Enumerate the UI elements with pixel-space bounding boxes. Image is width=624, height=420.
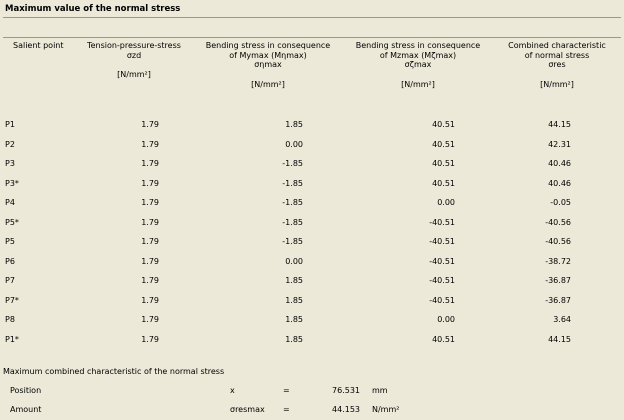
cell-salient-point: P1 <box>5 120 15 129</box>
cell-combined: 42.31 <box>548 139 571 149</box>
cell-salient-point: P1* <box>5 334 19 344</box>
amount-value: 44.153 <box>332 405 360 414</box>
header-bending-z: Bending stress in consequence of Mzmax (M… <box>355 41 481 89</box>
cell-tension-pressure: 1.79 <box>141 217 159 227</box>
cell-combined: 44.15 <box>548 334 571 344</box>
cell-combined: 40.46 <box>548 159 571 168</box>
table-row: P7 1.79 1.85 -40.51 -36.87 <box>3 271 621 291</box>
cell-bending-z: 40.51 <box>432 334 455 344</box>
position-label: Position <box>10 386 42 395</box>
cell-salient-point: P4 <box>5 198 15 207</box>
cell-bending-z: -40.51 <box>429 295 455 305</box>
table-row: P4 1.79 -1.85 0.00 -0.05 <box>3 193 621 213</box>
cell-bending-y: -1.85 <box>282 178 303 188</box>
table-top-divider <box>3 37 621 38</box>
cell-bending-z: 40.51 <box>432 120 455 129</box>
cell-bending-z: 0.00 <box>437 198 455 207</box>
cell-combined: -38.72 <box>545 256 571 266</box>
cell-bending-y: 1.85 <box>285 334 303 344</box>
position-unit: mm <box>372 386 388 395</box>
cell-bending-y: -1.85 <box>282 198 303 207</box>
cell-bending-y: 1.85 <box>285 276 303 285</box>
table-header-row: Salient point Tension-pressure-stress σzd… <box>3 41 621 115</box>
cell-combined: -0.05 <box>550 198 571 207</box>
position-equals: = <box>283 386 290 395</box>
cell-tension-pressure: 1.79 <box>141 334 159 344</box>
cell-salient-point: P7* <box>5 295 19 305</box>
cell-bending-z: 40.51 <box>432 159 455 168</box>
cell-combined: -40.56 <box>545 237 571 246</box>
cell-salient-point: P3* <box>5 178 19 188</box>
table-row: P2 1.79 0.00 40.51 42.31 <box>3 135 621 155</box>
cell-tension-pressure: 1.79 <box>141 178 159 188</box>
position-symbol: x <box>230 386 235 395</box>
cell-tension-pressure: 1.79 <box>141 198 159 207</box>
table-row: P1* 1.79 1.85 40.51 44.15 <box>3 330 621 350</box>
cell-salient-point: P5 <box>5 237 15 246</box>
position-value: 76.531 <box>332 386 360 395</box>
page-title: Maximum value of the normal stress <box>5 4 181 14</box>
cell-combined: 40.46 <box>548 178 571 188</box>
cell-salient-point: P5* <box>5 217 19 227</box>
cell-combined: 3.64 <box>553 315 571 324</box>
cell-tension-pressure: 1.79 <box>141 276 159 285</box>
title-divider <box>3 17 621 18</box>
cell-bending-y: -1.85 <box>282 217 303 227</box>
cell-bending-y: 1.85 <box>285 295 303 305</box>
cell-salient-point: P2 <box>5 139 15 149</box>
cell-salient-point: P8 <box>5 315 15 324</box>
cell-bending-y: 1.85 <box>285 120 303 129</box>
cell-bending-z: 40.51 <box>432 139 455 149</box>
cell-combined: -40.56 <box>545 217 571 227</box>
cell-tension-pressure: 1.79 <box>141 295 159 305</box>
stress-table: Salient point Tension-pressure-stress σzd… <box>3 41 621 349</box>
cell-combined: 44.15 <box>548 120 571 129</box>
cell-bending-z: -40.51 <box>429 237 455 246</box>
cell-tension-pressure: 1.79 <box>141 139 159 149</box>
cell-tension-pressure: 1.79 <box>141 237 159 246</box>
cell-salient-point: P7 <box>5 276 15 285</box>
cell-bending-z: -40.51 <box>429 276 455 285</box>
cell-salient-point: P3 <box>5 159 15 168</box>
amount-equals: = <box>283 405 290 414</box>
cell-tension-pressure: 1.79 <box>141 256 159 266</box>
header-combined: Combined characteristic of normal stress σ… <box>508 41 606 89</box>
table-row: P3 1.79 -1.85 40.51 40.46 <box>3 154 621 174</box>
table-row: P3* 1.79 -1.85 40.51 40.46 <box>3 174 621 194</box>
amount-label: Amount <box>10 405 42 414</box>
cell-tension-pressure: 1.79 <box>141 315 159 324</box>
table-row: P7* 1.79 1.85 -40.51 -36.87 <box>3 291 621 311</box>
amount-symbol: σresmax <box>230 405 265 414</box>
cell-bending-y: -1.85 <box>282 237 303 246</box>
cell-combined: -36.87 <box>545 276 571 285</box>
cell-bending-z: -40.51 <box>429 217 455 227</box>
cell-bending-y: -1.85 <box>282 159 303 168</box>
header-salient-point: Salient point <box>13 41 64 50</box>
table-row: P6 1.79 0.00 -40.51 -38.72 <box>3 252 621 272</box>
cell-bending-z: 40.51 <box>432 178 455 188</box>
cell-tension-pressure: 1.79 <box>141 159 159 168</box>
table-row: P5 1.79 -1.85 -40.51 -40.56 <box>3 232 621 252</box>
table-row: P1 1.79 1.85 40.51 44.15 <box>3 115 621 135</box>
cell-bending-z: -40.51 <box>429 256 455 266</box>
amount-unit: N/mm² <box>372 405 400 414</box>
table-row: P5* 1.79 -1.85 -40.51 -40.56 <box>3 213 621 233</box>
table-row: P8 1.79 1.85 0.00 3.64 <box>3 310 621 330</box>
cell-tension-pressure: 1.79 <box>141 120 159 129</box>
header-tension-pressure: Tension-pressure-stress σzd [N/mm²] <box>87 41 181 79</box>
summary-title: Maximum combined characteristic of the n… <box>3 367 225 376</box>
cell-bending-y: 0.00 <box>285 139 303 149</box>
cell-salient-point: P6 <box>5 256 15 266</box>
cell-bending-y: 0.00 <box>285 256 303 266</box>
cell-bending-z: 0.00 <box>437 315 455 324</box>
cell-combined: -36.87 <box>545 295 571 305</box>
cell-bending-y: 1.85 <box>285 315 303 324</box>
header-bending-y: Bending stress in consequence of Mymax (M… <box>205 41 331 89</box>
